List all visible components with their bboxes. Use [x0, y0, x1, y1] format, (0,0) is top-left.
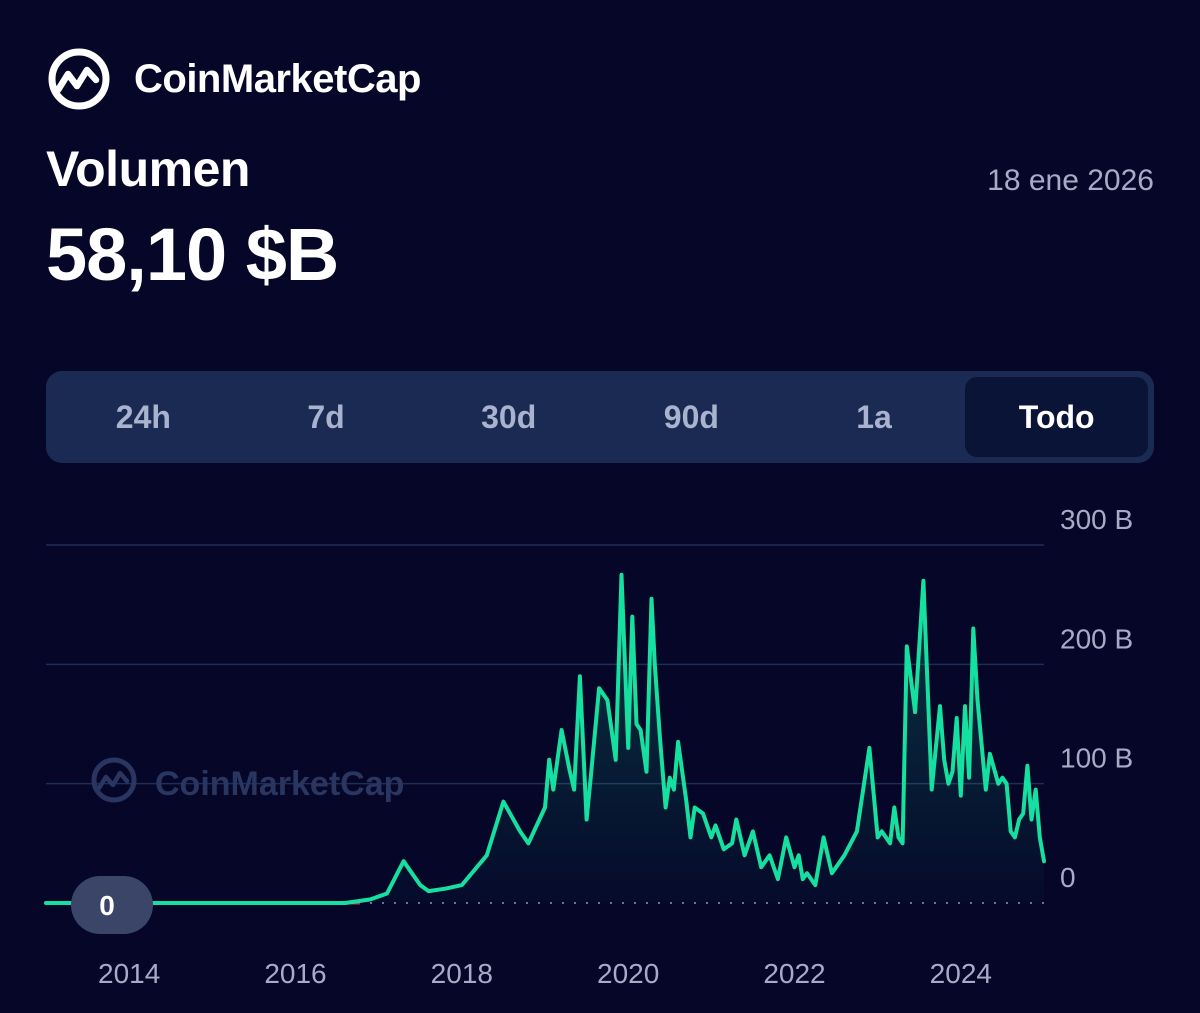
current-value-badge-bg: [71, 876, 153, 934]
brand-name: CoinMarketCap: [134, 56, 421, 101]
x-tick-label: 2014: [98, 958, 160, 989]
metric-value: 58,10 $B: [46, 213, 339, 296]
tab-30d[interactable]: 30d: [481, 398, 537, 435]
y-tick-label: 0: [1060, 862, 1076, 893]
x-tick-label: 2024: [930, 958, 992, 989]
x-tick-label: 2016: [264, 958, 326, 989]
tab-24h[interactable]: 24h: [115, 398, 171, 435]
date-label: 18 ene 2026: [987, 164, 1154, 197]
chart-watermark: CoinMarketCap: [91, 757, 404, 803]
y-tick-label: 200 B: [1060, 623, 1133, 654]
x-tick-label: 2018: [431, 958, 493, 989]
tab-1a[interactable]: 1a: [856, 398, 892, 435]
tab-7d[interactable]: 7d: [307, 398, 345, 435]
y-axis-ticks: 0 100 B 200 B 300 B: [1060, 504, 1133, 893]
brand: CoinMarketCap: [46, 46, 421, 112]
volume-chart[interactable]: CoinMarketCap 0 100 B 200 B 300 B 2014 2016 2…: [0, 490, 1200, 1013]
current-value-badge: 0: [71, 876, 153, 934]
y-tick-label: 300 B: [1060, 504, 1133, 535]
series-layer: [44, 572, 1046, 905]
watermark-text: CoinMarketCap: [155, 765, 404, 803]
x-axis-ticks: 2014 2016 2018 2020 2022 2024: [98, 958, 992, 989]
series-line: [44, 572, 1046, 905]
watermark-logo-icon: [91, 757, 137, 803]
coinmarketcap-logo-icon: [48, 48, 110, 110]
time-range-tabs: 24h 7d 30d 90d 1a Todo: [46, 371, 1154, 463]
x-tick-label: 2022: [763, 958, 825, 989]
x-tick-label: 2020: [597, 958, 659, 989]
tab-todo[interactable]: Todo: [965, 377, 1149, 457]
tab-90d[interactable]: 90d: [663, 398, 719, 435]
y-tick-label: 100 B: [1060, 743, 1133, 774]
series-area: [46, 574, 1044, 903]
current-value-badge-text: 0: [99, 890, 115, 921]
metric-label: Volumen: [46, 141, 250, 197]
